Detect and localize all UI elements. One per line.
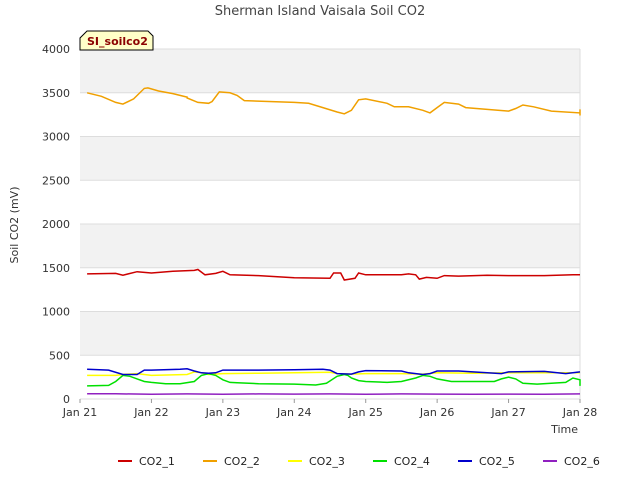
y-axis: 0 500 1000 1500 2000 2500 3000 3500 4000 — [42, 43, 70, 406]
legend-label: CO2_3 — [309, 455, 345, 468]
legend-label: CO2_5 — [479, 455, 515, 468]
badge: SI_soilco2 — [79, 30, 154, 51]
x-tick-label: Jan 21 — [62, 406, 97, 419]
y-tick-label: 3500 — [42, 87, 70, 100]
x-tick-label: Jan 22 — [133, 406, 168, 419]
y-tick-label: 2000 — [42, 218, 70, 231]
y-tick-label: 1500 — [42, 262, 70, 275]
y-tick-label: 3000 — [42, 131, 70, 144]
series-layer — [86, 87, 581, 395]
legend: CO2_1 CO2_2 CO2_3 CO2_4 CO2_5 CO2_6 — [118, 455, 600, 468]
series-line-co2-5 — [87, 368, 581, 376]
plot-area — [80, 49, 580, 399]
badge-label: SI_soilco2 — [87, 35, 148, 48]
x-tick-label: Jan 25 — [347, 406, 382, 419]
legend-label: CO2_4 — [394, 455, 430, 468]
legend-label: CO2_6 — [564, 455, 600, 468]
y-axis-label: Soil CO2 (mV) — [8, 187, 21, 264]
legend-label: CO2_2 — [224, 455, 260, 468]
x-axis: Jan 21 Jan 22 Jan 23 Jan 24 Jan 25 Jan 26 Jan … — [62, 399, 597, 419]
y-tick-label: 500 — [49, 349, 70, 362]
plot-band — [80, 224, 580, 268]
series-line-co2-3 — [87, 371, 580, 377]
series-line-co2-2 — [86, 87, 581, 116]
x-tick-label: Jan 28 — [562, 406, 597, 419]
plot-band — [80, 180, 580, 224]
plot-band — [80, 136, 580, 181]
x-tick-label: Jan 26 — [419, 406, 454, 419]
y-tick-label: 1000 — [42, 306, 70, 319]
plot-band — [80, 92, 580, 137]
plot-band — [80, 49, 580, 93]
y-tick-label: 4000 — [42, 43, 70, 56]
plot-band — [80, 355, 580, 399]
x-tick-label: Jan 24 — [276, 406, 311, 419]
plot-band — [80, 311, 580, 356]
chart-title: Sherman Island Vaisala Soil CO2 — [215, 4, 425, 19]
x-tick-label: Jan 27 — [490, 406, 525, 419]
x-tick-label: Jan 23 — [205, 406, 240, 419]
series-line-co2-4 — [87, 372, 581, 387]
x-axis-label: Time — [550, 423, 578, 436]
grid — [80, 48, 581, 400]
y-tick-label: 0 — [63, 393, 70, 406]
plot-band — [80, 267, 580, 312]
y-tick-label: 2500 — [42, 174, 70, 187]
series-line-co2-1 — [87, 268, 580, 281]
legend-label: CO2_1 — [139, 455, 175, 468]
